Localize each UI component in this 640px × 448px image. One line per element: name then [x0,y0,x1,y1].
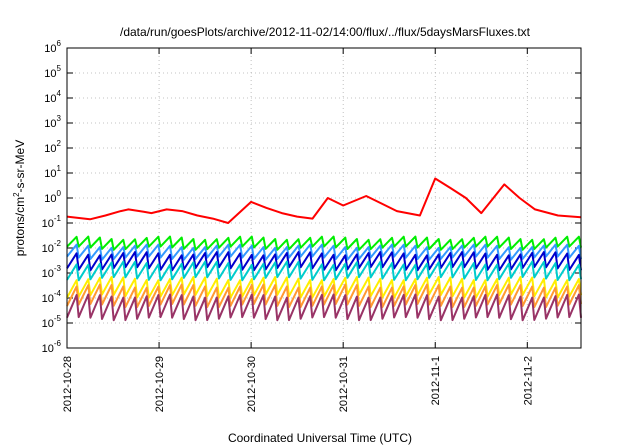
series-line [66,283,582,309]
y-tick-label: 104 [44,89,61,105]
y-tick-label: 103 [44,114,61,130]
plot-frame [66,47,582,349]
y-tick-exponent: -6 [54,339,62,348]
y-tick-exponent: -5 [54,314,62,323]
y-tick-exponent: -3 [54,264,62,273]
y-tick-label: 10-2 [42,239,62,255]
y-tick-base: 10 [42,268,54,280]
y-tick-label: 100 [44,189,61,205]
y-tick-label: 106 [44,39,61,55]
x-tick-label: 2012-10-30 [246,356,258,412]
y-axis-label-main: protons/cm [13,197,27,256]
y-axis-label-rest: -s-sr-MeV [13,140,27,193]
series-line [66,260,582,282]
series-line [66,177,582,224]
x-tick-label: 2012-10-31 [338,356,350,412]
series-line [66,235,582,251]
y-tick-base: 10 [44,143,56,155]
y-tick-base: 10 [42,318,54,330]
chart-title: /data/run/goesPlots/archive/2012-11-02/1… [120,25,531,39]
y-tick-exponent: 6 [57,39,62,48]
y-tick-exponent: 3 [57,114,62,123]
series-line [66,243,582,261]
y-tick-exponent: 5 [57,64,62,73]
y-tick-exponent: -2 [54,239,62,248]
y-tick-base: 10 [42,243,54,255]
series-line [66,293,582,322]
series-line [66,251,582,272]
y-tick-label: 10-3 [42,264,62,280]
y-tick-base: 10 [44,93,56,105]
y-tick-base: 10 [42,293,54,305]
y-tick-label: 102 [44,139,61,155]
y-tick-exponent: -1 [54,214,62,223]
y-tick-label: 10-6 [42,339,62,355]
y-tick-label: 105 [44,64,61,80]
y-tick-labels: 10-610-510-410-310-210-11001011021031041… [42,39,62,355]
y-tick-exponent: 0 [57,189,62,198]
y-tick-exponent: 4 [57,89,62,98]
series-group [66,177,582,322]
y-axis-label: protons/cm2-s-sr-MeV [12,140,27,256]
x-tick-label: 2012-11-2 [522,356,534,405]
y-tick-label: 10-4 [42,289,62,305]
y-axis-label-exp: 2 [12,192,21,197]
y-tick-label: 10-5 [42,314,62,330]
y-tick-base: 10 [44,168,56,180]
x-axis-label: Coordinated Universal Time (UTC) [228,431,412,445]
y-tick-base: 10 [44,43,56,55]
x-tick-label: 2012-11-1 [430,356,442,405]
y-tick-base: 10 [42,343,54,355]
y-tick-exponent: 2 [57,139,62,148]
y-tick-base: 10 [44,118,56,130]
y-tick-base: 10 [42,218,54,230]
y-tick-label: 10-1 [42,214,62,230]
x-tick-label: 2012-10-29 [154,356,166,412]
y-tick-exponent: -4 [54,289,62,298]
y-tick-base: 10 [44,68,56,80]
y-tick-label: 101 [44,164,61,180]
x-tick-label: 2012-10-28 [62,356,74,412]
y-tick-base: 10 [44,193,56,205]
x-tick-labels: 2012-10-28 2012-10-29 2012-10-30 2012-10-31… [62,356,534,412]
y-tick-exponent: 1 [57,164,62,173]
